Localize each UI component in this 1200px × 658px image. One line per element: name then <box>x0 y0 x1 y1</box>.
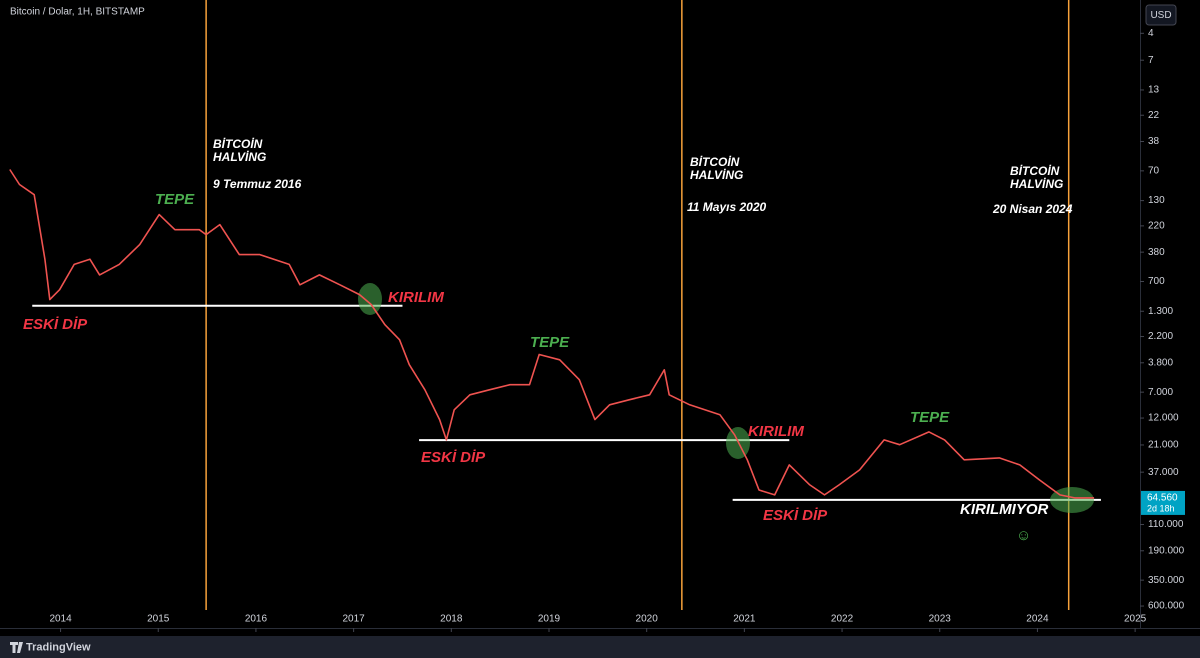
annotation: KIRILMIYOR <box>960 501 1048 518</box>
y-tick-label: 4 <box>1148 28 1154 39</box>
price-line <box>9 169 1095 499</box>
y-tick-label: 7.000 <box>1148 387 1173 398</box>
currency-button[interactable] <box>1145 4 1177 26</box>
brand-logo <box>10 642 23 653</box>
y-tick-label: 13 <box>1148 85 1160 96</box>
y-tick-label: 220 <box>1148 221 1165 232</box>
chart-title: Bitcoin / Dolar, 1H, BITSTAMP <box>10 7 145 18</box>
last-price-label: 64.560 <box>1147 493 1178 504</box>
y-tick-label: 350.000 <box>1148 575 1185 586</box>
brand-name: TradingView <box>26 641 91 653</box>
annotation: TEPE <box>155 191 195 208</box>
y-tick-label: 1.300 <box>1148 306 1173 317</box>
x-tick-label: 2017 <box>342 614 365 625</box>
annotation: ESKİ DİP <box>23 316 88 333</box>
y-tick-label: 70 <box>1148 165 1160 176</box>
last-price-box <box>1141 490 1185 515</box>
annotation: TEPE <box>530 334 570 351</box>
y-tick-label: 21.000 <box>1148 440 1179 451</box>
halving-title: HALVİNG <box>1010 176 1063 191</box>
footer-bar <box>0 636 1200 658</box>
x-tick-label: 2023 <box>929 614 952 625</box>
currency-label[interactable]: USD <box>1150 10 1171 21</box>
y-tick-label: 3.800 <box>1148 357 1173 368</box>
y-tick-label: 37.000 <box>1148 467 1179 478</box>
x-tick-label: 2015 <box>147 614 170 625</box>
y-tick-label: 130 <box>1148 195 1165 206</box>
y-tick-label: 700 <box>1148 276 1165 287</box>
y-tick-label: 600.000 <box>1148 601 1185 612</box>
y-tick-label: 190.000 <box>1148 545 1185 556</box>
x-tick-label: 2014 <box>49 614 72 625</box>
halving-title: BİTCOİN <box>1010 163 1060 178</box>
x-tick-label: 2018 <box>440 614 463 625</box>
y-tick-label: 22 <box>1148 110 1160 121</box>
y-tick-label: 2.200 <box>1148 331 1173 342</box>
annotation: TEPE <box>910 409 950 426</box>
annotation: ESKİ DİP <box>421 449 486 466</box>
x-tick-label: 2022 <box>831 614 854 625</box>
y-tick-label: 7 <box>1148 55 1154 66</box>
halving-date: 20 Nisan 2024 <box>992 202 1073 216</box>
x-tick-label: 2025 <box>1124 614 1147 625</box>
halving-title: HALVİNG <box>213 149 266 164</box>
x-tick-label: 2024 <box>1026 614 1049 625</box>
annotation: ☺ <box>1016 527 1031 544</box>
y-tick-label: 110.000 <box>1148 519 1184 530</box>
halving-date: 9 Temmuz 2016 <box>213 177 302 191</box>
y-tick-label: 12.000 <box>1148 413 1179 424</box>
halving-date: 11 Mayıs 2020 <box>687 200 766 214</box>
halving-title: BİTCOİN <box>690 154 740 169</box>
x-tick-label: 2019 <box>538 614 561 625</box>
x-tick-label: 2021 <box>733 614 756 625</box>
highlight <box>1050 487 1094 513</box>
halving-title: HALVİNG <box>690 167 743 182</box>
y-tick-label: 380 <box>1148 247 1165 258</box>
countdown-label: 2d 18h <box>1147 503 1175 513</box>
x-tick-label: 2020 <box>636 614 659 625</box>
annotation: ESKİ DİP <box>763 507 828 524</box>
halving-title: BİTCOİN <box>213 136 263 151</box>
axes: 4 7 13 22 38 70 130 220 380 700 1.300 2.200 3.800 7.0… <box>49 28 1185 632</box>
annotation: KIRILIM <box>748 423 804 440</box>
x-tick-label: 2016 <box>245 614 268 625</box>
y-tick-label: 38 <box>1148 136 1160 147</box>
annotation: KIRILIM <box>388 289 444 306</box>
highlight <box>358 283 382 315</box>
